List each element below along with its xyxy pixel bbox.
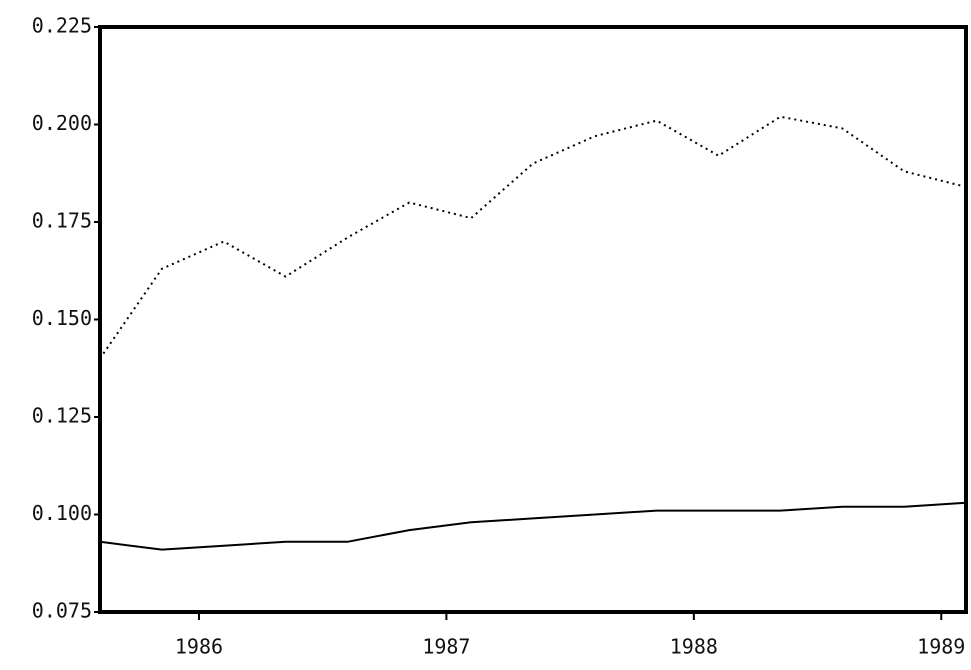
x-tick-label: 1986 — [175, 635, 223, 659]
plot-frame — [98, 25, 968, 614]
x-tick-label: 1987 — [422, 635, 470, 659]
x-tick-label: 1989 — [917, 635, 965, 659]
x-tick-label: 1988 — [670, 635, 718, 659]
y-tick-label: 0.150 — [32, 306, 92, 330]
series-line — [99, 115, 967, 360]
y-tick-label: 0.125 — [32, 404, 92, 428]
y-tick-label: 0.225 — [32, 14, 92, 38]
y-tick-label: 0.100 — [32, 501, 92, 525]
y-tick-label: 0.200 — [32, 111, 92, 135]
y-tick-label: 0.075 — [32, 599, 92, 623]
series-line — [99, 501, 967, 551]
y-tick-label: 0.175 — [32, 209, 92, 233]
